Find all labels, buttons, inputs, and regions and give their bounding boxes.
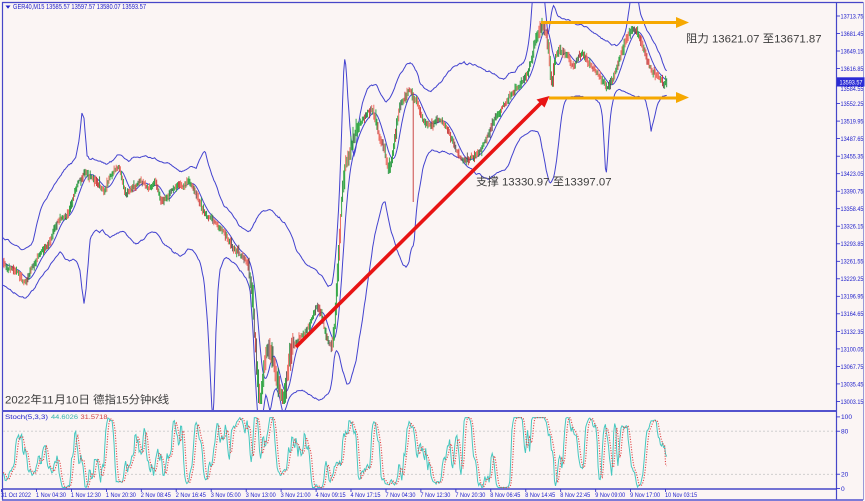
svg-text:4 Nov 09:15: 4 Nov 09:15 xyxy=(316,492,346,499)
svg-text:13455.35: 13455.35 xyxy=(841,154,864,161)
svg-text:13519.95: 13519.95 xyxy=(841,119,864,126)
svg-text:15: 15 xyxy=(116,395,129,407)
svg-text:1 Nov 04:30: 1 Nov 04:30 xyxy=(36,492,66,499)
svg-text:3 Nov 13:00: 3 Nov 13:00 xyxy=(246,492,276,499)
svg-text:9 Nov 09:00: 9 Nov 09:00 xyxy=(595,492,625,499)
svg-text:20: 20 xyxy=(841,472,849,479)
svg-text:4 Nov 17:15: 4 Nov 17:15 xyxy=(351,492,381,499)
svg-text:8 Nov 06:45: 8 Nov 06:45 xyxy=(490,492,520,499)
svg-text:13132.35: 13132.35 xyxy=(841,329,864,336)
svg-text:8 Nov 22:45: 8 Nov 22:45 xyxy=(560,492,590,499)
svg-text:13326.15: 13326.15 xyxy=(841,224,864,231)
svg-text:13196.95: 13196.95 xyxy=(841,294,864,301)
svg-text:1 Nov 20:30: 1 Nov 20:30 xyxy=(106,492,136,499)
svg-text:GER40,M15 13585.57 13597.57 1: GER40,M15 13585.57 13597.57 13580.07 135… xyxy=(13,4,146,11)
svg-text:13713.75: 13713.75 xyxy=(841,13,864,20)
svg-text:13649.15: 13649.15 xyxy=(841,48,864,55)
svg-text:7 Nov 12:30: 7 Nov 12:30 xyxy=(420,492,450,499)
svg-text:13616.85: 13616.85 xyxy=(841,66,864,73)
svg-text:2 Nov 16:45: 2 Nov 16:45 xyxy=(176,492,206,499)
svg-text:13261.55: 13261.55 xyxy=(841,259,864,266)
svg-text:13487.65: 13487.65 xyxy=(841,136,864,143)
svg-text:3 Nov 21:00: 3 Nov 21:00 xyxy=(281,492,311,499)
svg-text:13293.85: 13293.85 xyxy=(841,241,864,248)
svg-text:31 Oct 2022: 31 Oct 2022 xyxy=(1,492,31,499)
svg-text:K: K xyxy=(151,395,159,407)
svg-text:8 Nov 14:45: 8 Nov 14:45 xyxy=(525,492,555,499)
svg-text:13390.75: 13390.75 xyxy=(841,189,864,196)
svg-text:2 Nov 08:45: 2 Nov 08:45 xyxy=(141,492,171,499)
svg-text:13552.25: 13552.25 xyxy=(841,101,864,108)
svg-text:80: 80 xyxy=(841,429,849,436)
svg-text:13397.07: 13397.07 xyxy=(564,177,612,189)
svg-text:11: 11 xyxy=(42,395,54,407)
svg-text:31.5718: 31.5718 xyxy=(81,414,108,421)
svg-text:13229.25: 13229.25 xyxy=(841,276,864,283)
svg-text:2022: 2022 xyxy=(5,395,30,407)
svg-text:13358.45: 13358.45 xyxy=(841,206,864,213)
svg-text:13067.75: 13067.75 xyxy=(841,364,864,371)
svg-text:13035.45: 13035.45 xyxy=(841,381,864,388)
svg-text:44.6026: 44.6026 xyxy=(51,414,78,421)
svg-text:13423.05: 13423.05 xyxy=(841,171,864,178)
svg-text:13584.55: 13584.55 xyxy=(841,86,864,93)
svg-text:Stoch(5,3,3): Stoch(5,3,3) xyxy=(5,414,48,421)
svg-text:13671.87: 13671.87 xyxy=(774,34,822,46)
svg-text:7 Nov 20:30: 7 Nov 20:30 xyxy=(455,492,485,499)
svg-text:13330.97: 13330.97 xyxy=(499,177,550,189)
svg-text:0: 0 xyxy=(841,486,845,493)
svg-text:100: 100 xyxy=(841,414,852,421)
svg-text:13621.07: 13621.07 xyxy=(709,34,760,46)
svg-text:13100.05: 13100.05 xyxy=(841,346,864,353)
svg-text:7 Nov 04:30: 7 Nov 04:30 xyxy=(386,492,416,499)
svg-text:10: 10 xyxy=(66,395,79,407)
svg-text:9 Nov 17:00: 9 Nov 17:00 xyxy=(630,492,660,499)
svg-text:13164.65: 13164.65 xyxy=(841,311,864,318)
svg-text:1 Nov 12:30: 1 Nov 12:30 xyxy=(71,492,101,499)
svg-text:13593.57: 13593.57 xyxy=(840,79,863,86)
svg-text:13003.15: 13003.15 xyxy=(841,399,864,406)
svg-text:13681.45: 13681.45 xyxy=(841,31,864,38)
svg-text:10 Nov 03:15: 10 Nov 03:15 xyxy=(665,492,697,499)
svg-text:3 Nov 05:00: 3 Nov 05:00 xyxy=(211,492,241,499)
